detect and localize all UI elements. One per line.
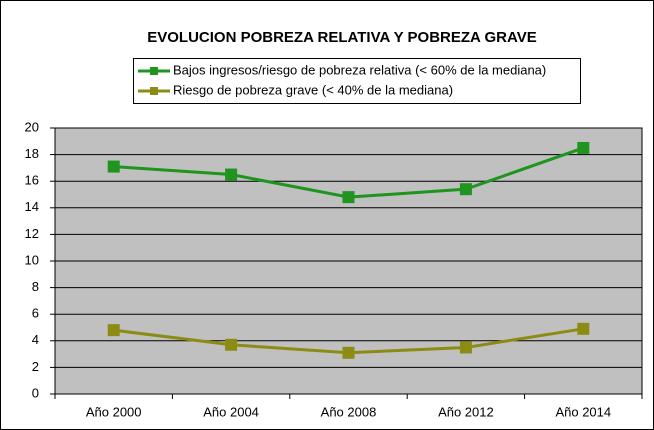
point-marker	[342, 191, 355, 204]
y-tick-label: 4	[32, 332, 39, 347]
x-tick-label: Año 2014	[555, 404, 611, 419]
x-tick-label: Año 2008	[321, 404, 377, 419]
chart-title: EVOLUCION POBREZA RELATIVA Y POBREZA GRA…	[147, 29, 536, 46]
legend-marker	[150, 67, 158, 75]
y-tick-label: 14	[25, 199, 39, 214]
point-marker	[107, 324, 120, 337]
legend-label: Bajos ingresos/riesgo de pobreza relativ…	[173, 62, 546, 77]
point-marker	[225, 168, 238, 181]
point-marker	[342, 346, 355, 359]
x-tick-label: Año 2012	[438, 404, 494, 419]
y-tick-label: 6	[32, 306, 39, 321]
y-tick-label: 16	[25, 173, 39, 188]
y-tick-label: 12	[25, 226, 39, 241]
legend-box	[133, 58, 581, 104]
legend-marker	[150, 87, 158, 95]
point-marker	[577, 322, 590, 335]
point-marker	[459, 183, 472, 196]
point-marker	[459, 341, 472, 354]
y-tick-label: 10	[25, 252, 39, 267]
y-tick-label: 0	[32, 385, 39, 400]
point-marker	[577, 141, 590, 154]
y-tick-label: 2	[32, 359, 39, 374]
legend-label: Riesgo de pobreza grave (< 40% de la med…	[173, 82, 453, 97]
point-marker	[107, 160, 120, 173]
point-marker	[225, 338, 238, 351]
y-tick-label: 20	[25, 119, 39, 134]
y-tick-label: 18	[25, 146, 39, 161]
y-tick-label: 8	[32, 279, 39, 294]
x-tick-label: Año 2000	[86, 404, 142, 419]
plot-border	[54, 127, 643, 395]
x-tick-label: Año 2004	[203, 404, 259, 419]
